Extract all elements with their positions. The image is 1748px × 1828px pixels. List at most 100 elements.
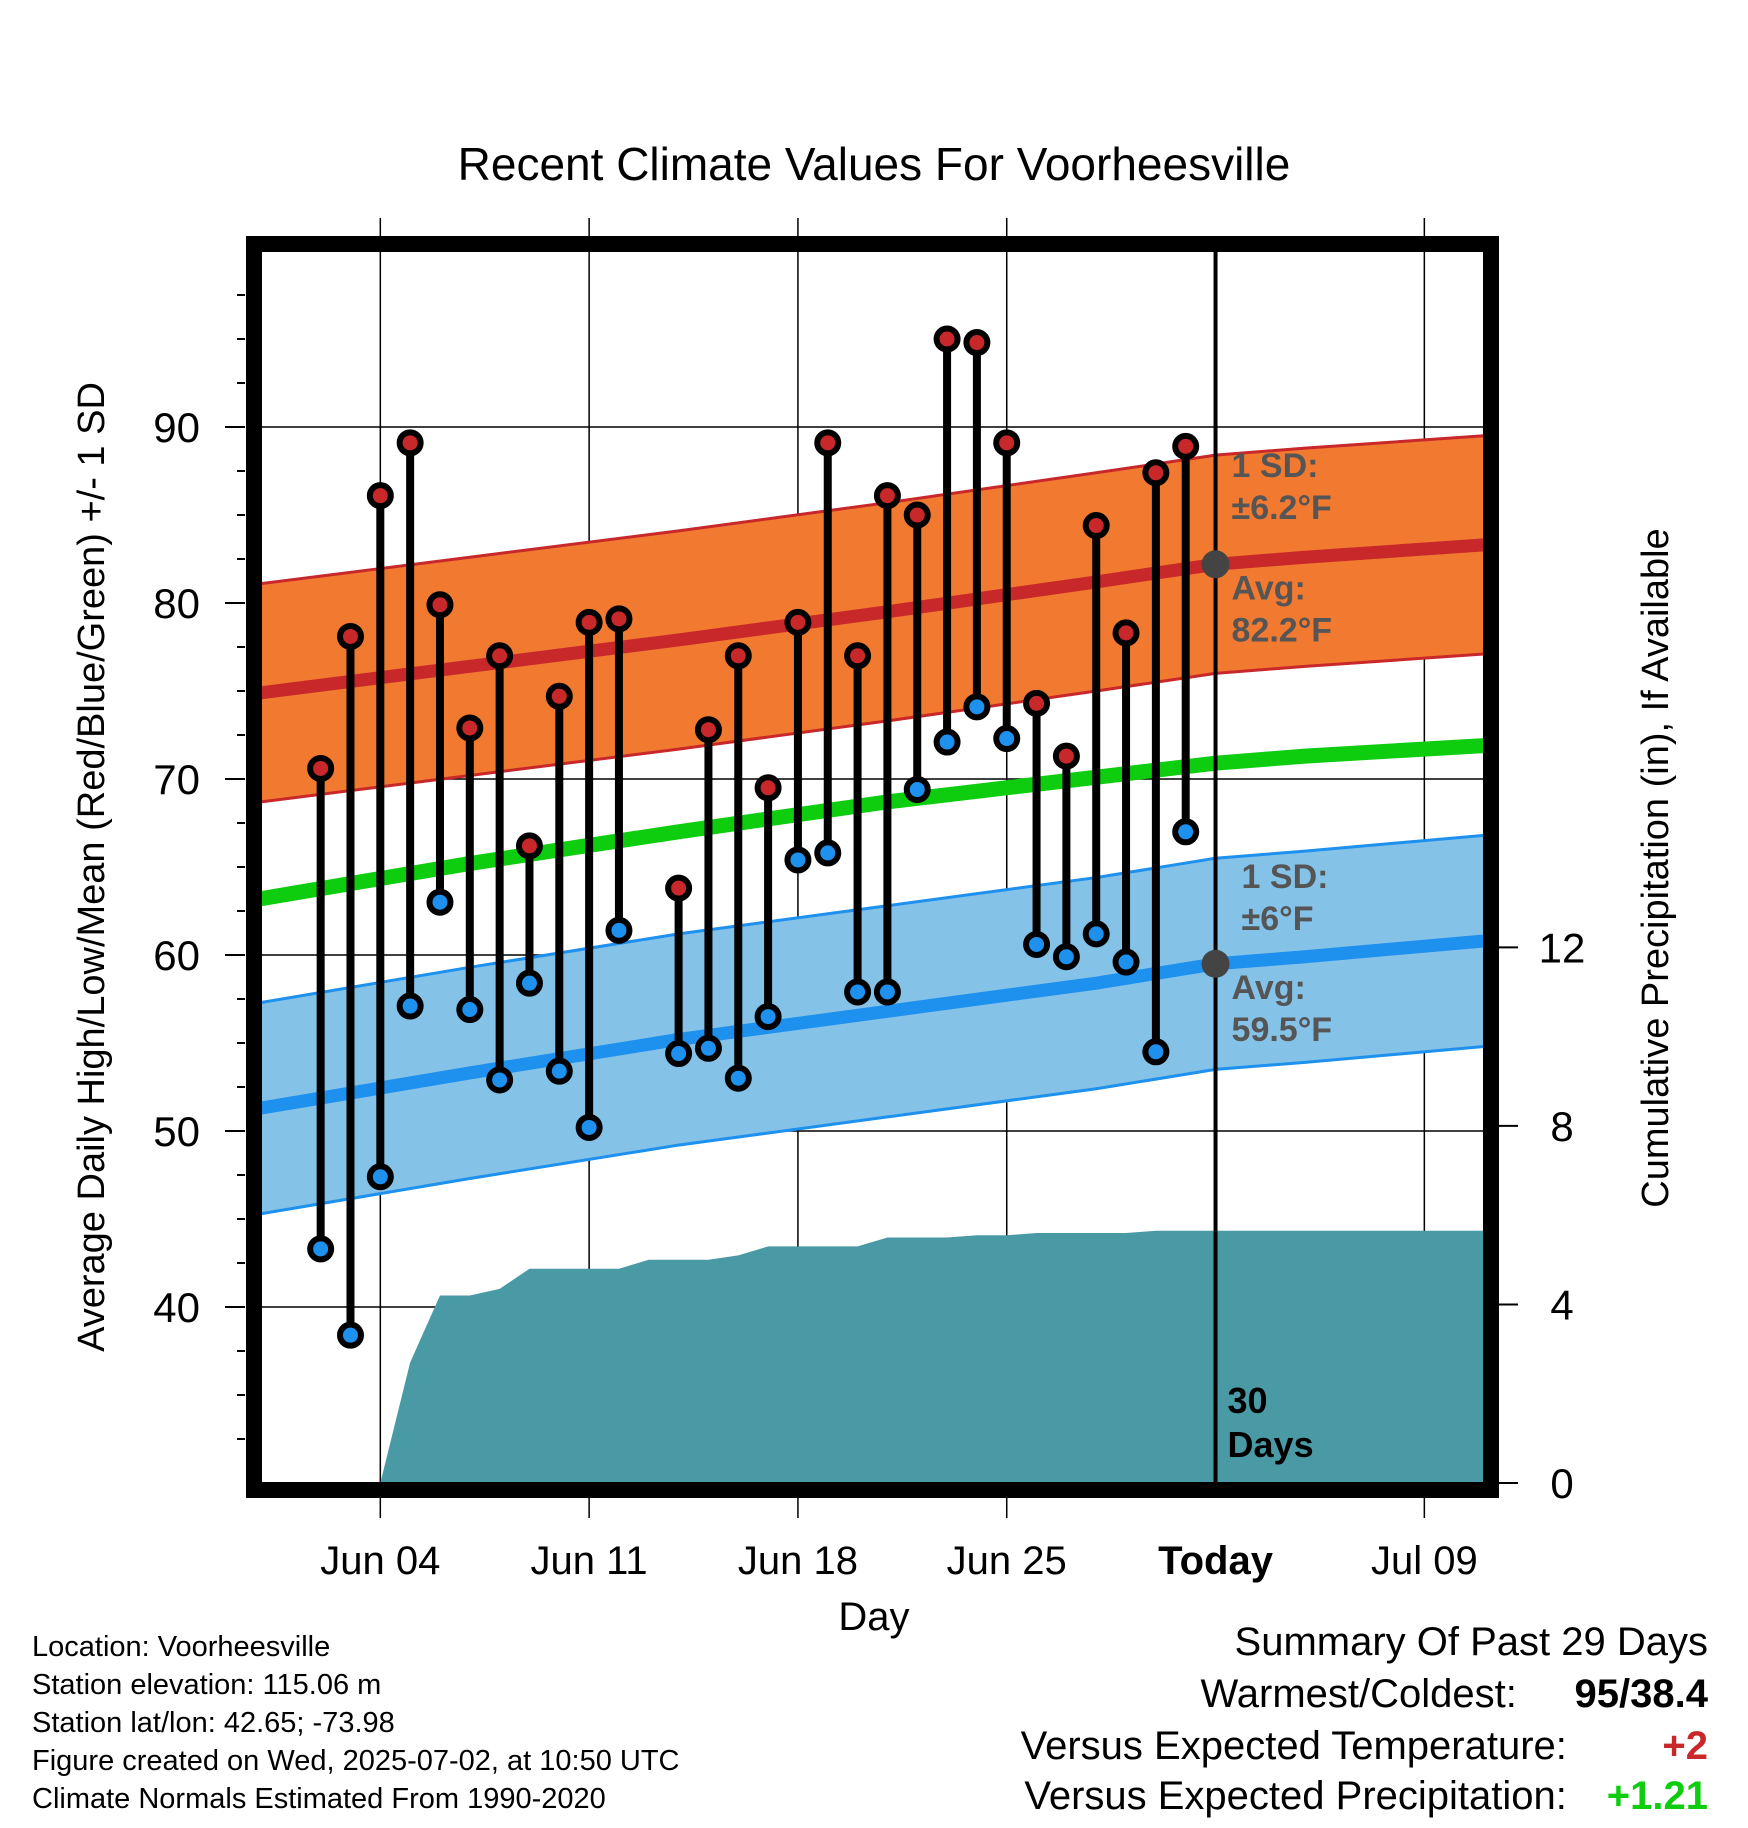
low-sd-annotation: ±6°F [1242,900,1314,938]
summary-heading: Summary Of Past 29 Days [1234,1620,1708,1664]
high-sd-annotation: ±6.2°F [1232,489,1332,527]
low-point [1142,1038,1170,1066]
right-axis [1492,946,1518,1484]
low-point [1023,930,1051,958]
low-point [903,776,931,804]
low-sd-upper-edge [261,833,1484,1004]
low-sd-lower-edge [261,1045,1484,1216]
low-point [486,1066,514,1094]
x-tick-label: Jun 04 [320,1539,440,1583]
normals-text: Climate Normals Estimated From 1990-2020 [32,1783,606,1815]
low-point [396,992,424,1020]
left-axis [225,294,245,1440]
high-avg-annotation: Avg: [1232,569,1306,607]
y2-tick-label: 4 [1550,1281,1573,1328]
low-point [814,839,842,867]
y2-axis-label: Cumulative Precipitation (in), If Availa… [1635,528,1677,1207]
x-axis-label: Day [838,1595,909,1639]
days-label: Days [1228,1424,1314,1465]
y2-tick-label: 12 [1539,924,1586,971]
low-point [724,1064,752,1092]
low-point [307,1235,335,1263]
low-point [605,916,633,944]
high-sd-annotation: 1 SD: [1232,447,1319,485]
high-point [336,622,364,650]
normal-mean-line [261,738,1484,907]
low-point [515,969,543,997]
high-point [665,874,693,902]
high-point [575,608,603,636]
high-sd-lower-edge [261,652,1484,804]
x-tick-label: Jun 25 [947,1539,1067,1583]
high-point [1112,619,1140,647]
today-normal-low-marker [1201,949,1230,978]
high-point [1023,689,1051,717]
high-point [933,325,961,353]
y-tick-label: 80 [153,580,200,627]
high-avg-annotation: 82.2°F [1232,611,1333,649]
x-tick-label: Jun 11 [531,1539,648,1583]
precip-label: Versus Expected Precipitation: [1024,1774,1567,1818]
y-axis-label: Average Daily High/Low/Mean (Red/Blue/Gr… [71,382,113,1352]
summary-warm-cold: Warmest/Coldest: 95/38.4 [1201,1672,1709,1717]
high-point [844,642,872,670]
precip-value: +1.21 [1606,1774,1708,1818]
chart-title: Recent Climate Values For Voorheesville [458,138,1291,190]
low-point [665,1040,693,1068]
high-point [486,642,514,670]
high-point [694,716,722,744]
precipitation-area [380,1230,1484,1483]
latlon-text: Station lat/lon: 42.65; -73.98 [32,1707,395,1739]
low-point [784,846,812,874]
temp-label: Versus Expected Temperature: [1020,1724,1567,1768]
station-info: Location: Voorheesville Station elevatio… [32,1628,680,1818]
high-point [724,642,752,670]
high-point [754,774,782,802]
low-point [873,978,901,1006]
low-point [993,725,1021,753]
days-label: 30 [1228,1380,1268,1421]
plot-area [261,251,1484,1483]
normal-low-line [261,934,1484,1115]
low-point [575,1113,603,1141]
high-point [605,605,633,633]
low-point [1112,948,1140,976]
x-tick-label: Jun 18 [738,1539,858,1583]
low-point [844,978,872,1006]
high-sd-upper-edge [261,434,1484,586]
low-point [1052,943,1080,971]
high-point [1172,432,1200,460]
low-point [1082,920,1110,948]
location-text: Location: Voorheesville [32,1631,331,1663]
y-tick-label: 50 [153,1108,200,1155]
high-point [456,714,484,742]
low-point [694,1034,722,1062]
low-point [963,693,991,721]
high-point [545,682,573,710]
high-point [396,429,424,457]
low-point [366,1163,394,1191]
summary-panel: Summary Of Past 29 Days Warmest/Coldest:… [808,1620,1708,1820]
low-point [754,1003,782,1031]
y-tick-label: 90 [153,404,200,451]
high-point [784,608,812,636]
low-avg-annotation: 59.5°F [1232,1011,1333,1049]
created-text: Figure created on Wed, 2025-07-02, at 10… [32,1745,680,1777]
high-point [1052,742,1080,770]
low-point [426,888,454,916]
low-point [336,1321,364,1349]
low-point [1172,818,1200,846]
high-point [366,482,394,510]
elevation-text: Station elevation: 115.06 m [32,1669,382,1701]
low-point [456,996,484,1024]
warm-cold-value: 95/38.4 [1574,1672,1708,1716]
high-point [903,501,931,529]
high-point [1082,512,1110,540]
warm-cold-label: Warmest/Coldest: [1200,1672,1517,1716]
temp-value: +2 [1662,1724,1708,1768]
y-tick-label: 40 [153,1284,200,1331]
high-point [515,832,543,860]
low-point [545,1057,573,1085]
x-tick-label: Jul 09 [1371,1539,1478,1583]
